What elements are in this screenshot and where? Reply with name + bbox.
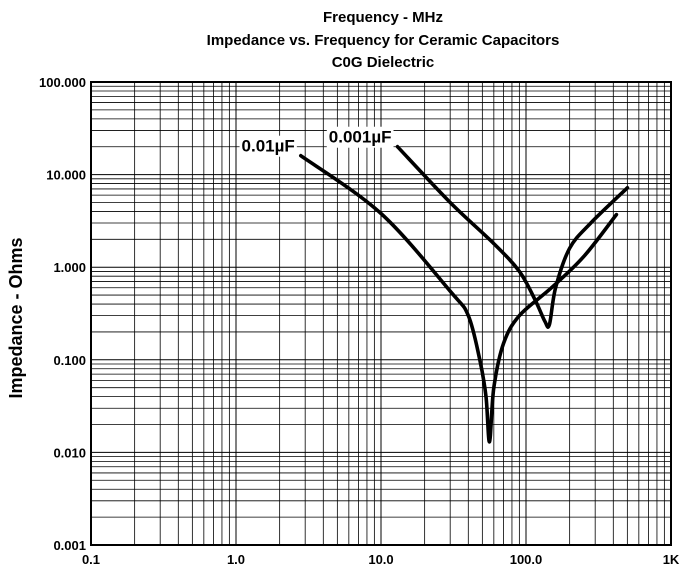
y-tick-label: 1.000 bbox=[53, 260, 86, 275]
y-axis-ticks: 100.000 10.000 1.000 0.100 0.010 0.001 bbox=[39, 75, 86, 553]
y-tick-label: 0.001 bbox=[53, 538, 86, 553]
chart-title-line-3: C0G Dielectric bbox=[332, 54, 435, 71]
series-label-background bbox=[239, 135, 297, 157]
y-axis-label: Impedance - Ohms bbox=[6, 237, 26, 398]
series-label-1: 0.01µF bbox=[242, 137, 295, 156]
x-tick-label: 1.0 bbox=[227, 552, 245, 567]
chart-title-line-1: Frequency - MHz bbox=[323, 9, 443, 26]
x-tick-label: 1K bbox=[663, 552, 680, 567]
plot-border bbox=[90, 81, 672, 546]
series-group bbox=[299, 144, 630, 444]
y-tick-label: 0.010 bbox=[53, 445, 86, 460]
series-labels: 0.01µF 0.001µF bbox=[239, 126, 394, 157]
series-line-2 bbox=[395, 144, 630, 329]
series-label-background bbox=[326, 126, 394, 148]
series-line-1 bbox=[299, 153, 619, 444]
plot-grid bbox=[90, 81, 672, 546]
x-axis-ticks: 0.1 1.0 10.0 100.0 1K bbox=[82, 552, 680, 567]
series-label-2: 0.001µF bbox=[329, 128, 392, 147]
y-tick-label: 10.000 bbox=[46, 168, 86, 183]
x-tick-label: 10.0 bbox=[368, 552, 393, 567]
y-tick-label: 0.100 bbox=[53, 353, 86, 368]
chart-title-line-2: Impedance vs. Frequency for Ceramic Capa… bbox=[207, 32, 560, 49]
y-tick-label: 100.000 bbox=[39, 75, 86, 90]
x-tick-label: 100.0 bbox=[510, 552, 543, 567]
x-tick-label: 0.1 bbox=[82, 552, 100, 567]
